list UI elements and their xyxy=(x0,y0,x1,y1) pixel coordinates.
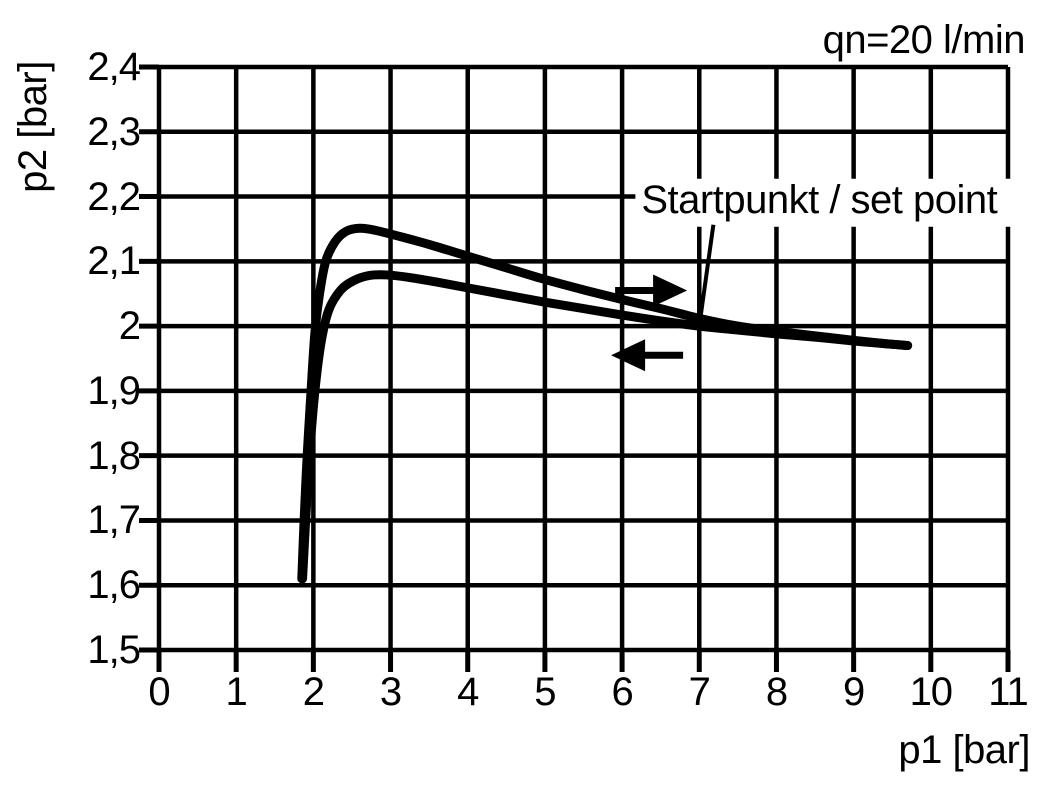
annotation-text-backing xyxy=(635,178,1044,227)
x-tick-label: 7 xyxy=(688,670,711,714)
x-axis-title: p1 [bar] xyxy=(898,728,1030,772)
curve-left xyxy=(298,270,913,584)
gridlines xyxy=(156,64,1011,653)
x-tick-label: 8 xyxy=(765,670,788,714)
x-tick-label: 10 xyxy=(909,670,954,714)
chart-title: qn=20 l/min xyxy=(822,18,1026,62)
axis-ticks xyxy=(139,64,1011,672)
x-tick-label: 6 xyxy=(611,670,633,714)
y-tick-label: 2,4 xyxy=(87,45,141,89)
x-tick-label: 3 xyxy=(379,670,402,714)
y-tick-label: 1,6 xyxy=(87,563,141,608)
annotation-label: Startpunkt / set point xyxy=(641,178,997,222)
x-tick-label: 11 xyxy=(988,670,1029,714)
y-tick-label: 2 xyxy=(118,304,141,349)
y-tick-label: 1,5 xyxy=(87,628,141,672)
y-tick-label: 1,9 xyxy=(87,368,141,413)
x-tick-label: 2 xyxy=(302,670,325,714)
y-tick-label: 2,1 xyxy=(87,239,141,284)
annotation-leader-line xyxy=(697,224,716,327)
x-tick-label: 4 xyxy=(457,670,479,714)
annotation-layer: Startpunkt / set point xyxy=(611,178,1044,372)
x-tick-label: 9 xyxy=(843,670,865,714)
y-tick-label: 2,3 xyxy=(87,109,141,154)
y-tick-label: 1,7 xyxy=(87,498,141,543)
x-tick-label: 5 xyxy=(534,670,556,714)
x-tick-label: 1 xyxy=(225,670,248,714)
x-axis-tick-labels: 0 1 2 3 4 5 6 7 8 9 10 11 xyxy=(0,672,1051,732)
arrow-right-icon xyxy=(653,274,688,307)
y-tick-label: 1,8 xyxy=(87,433,141,478)
arrow-left-icon xyxy=(611,339,646,372)
y-axis-tick-labels: 2,4 2,3 2,2 2,1 2 1,9 1,8 1,7 1,6 1,5 xyxy=(10,0,141,803)
y-tick-label: 2,2 xyxy=(87,174,141,219)
x-tick-label: 0 xyxy=(148,670,170,714)
data-curves xyxy=(297,223,913,584)
